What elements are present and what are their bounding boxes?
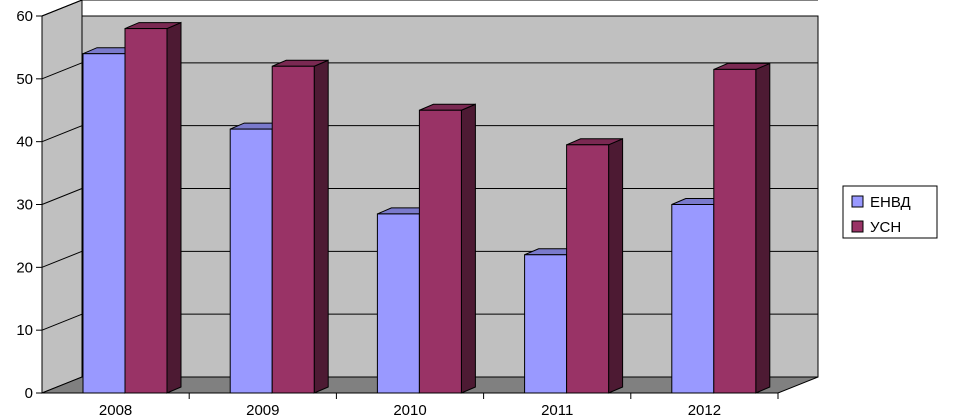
- x-tick-label: 2008: [99, 402, 132, 418]
- legend-label: ЕНВД: [870, 194, 911, 211]
- y-tick-label: 0: [25, 385, 33, 402]
- legend: ЕНВД УСН: [842, 185, 938, 239]
- bar: [566, 144, 610, 394]
- bar-side: [608, 138, 624, 394]
- bar: [229, 128, 273, 394]
- bar: [418, 109, 462, 394]
- y-tick-label: 30: [16, 197, 33, 214]
- gridline-side: [41, 125, 83, 143]
- gridline-side: [41, 250, 83, 268]
- bars: [82, 21, 771, 394]
- bar: [671, 204, 715, 394]
- bar: [271, 65, 315, 394]
- bar-side: [460, 103, 476, 394]
- bar: [713, 68, 757, 394]
- gridline-side: [41, 0, 83, 17]
- bar: [82, 53, 126, 394]
- y-tick-label: 40: [16, 134, 33, 151]
- bar-side: [166, 21, 182, 394]
- y-tick-label: 10: [16, 322, 33, 339]
- legend-swatch: [851, 220, 864, 233]
- y-tick-label: 20: [16, 259, 33, 276]
- bar-side: [755, 62, 771, 394]
- x-axis-ticks: 2008 2009 2010 2011 2012: [99, 402, 721, 418]
- bar-side: [313, 59, 329, 394]
- gridline-side: [41, 313, 83, 331]
- bar: [124, 28, 168, 394]
- x-tick-label: 2010: [393, 402, 426, 418]
- bar: [376, 213, 420, 394]
- gridline-side: [41, 62, 83, 80]
- legend-label: УСН: [870, 219, 901, 236]
- y-tick-label: 50: [16, 71, 33, 88]
- y-axis-ticks: 0 10 20 30 40 50 60: [16, 8, 33, 402]
- y-tick-label: 60: [16, 8, 33, 25]
- legend-swatch: [851, 195, 864, 208]
- x-tick-label: 2012: [688, 402, 721, 418]
- gridline-side: [41, 188, 83, 205]
- x-tick-label: 2009: [246, 402, 279, 418]
- x-tick-label: 2011: [541, 402, 573, 418]
- bar: [524, 254, 568, 394]
